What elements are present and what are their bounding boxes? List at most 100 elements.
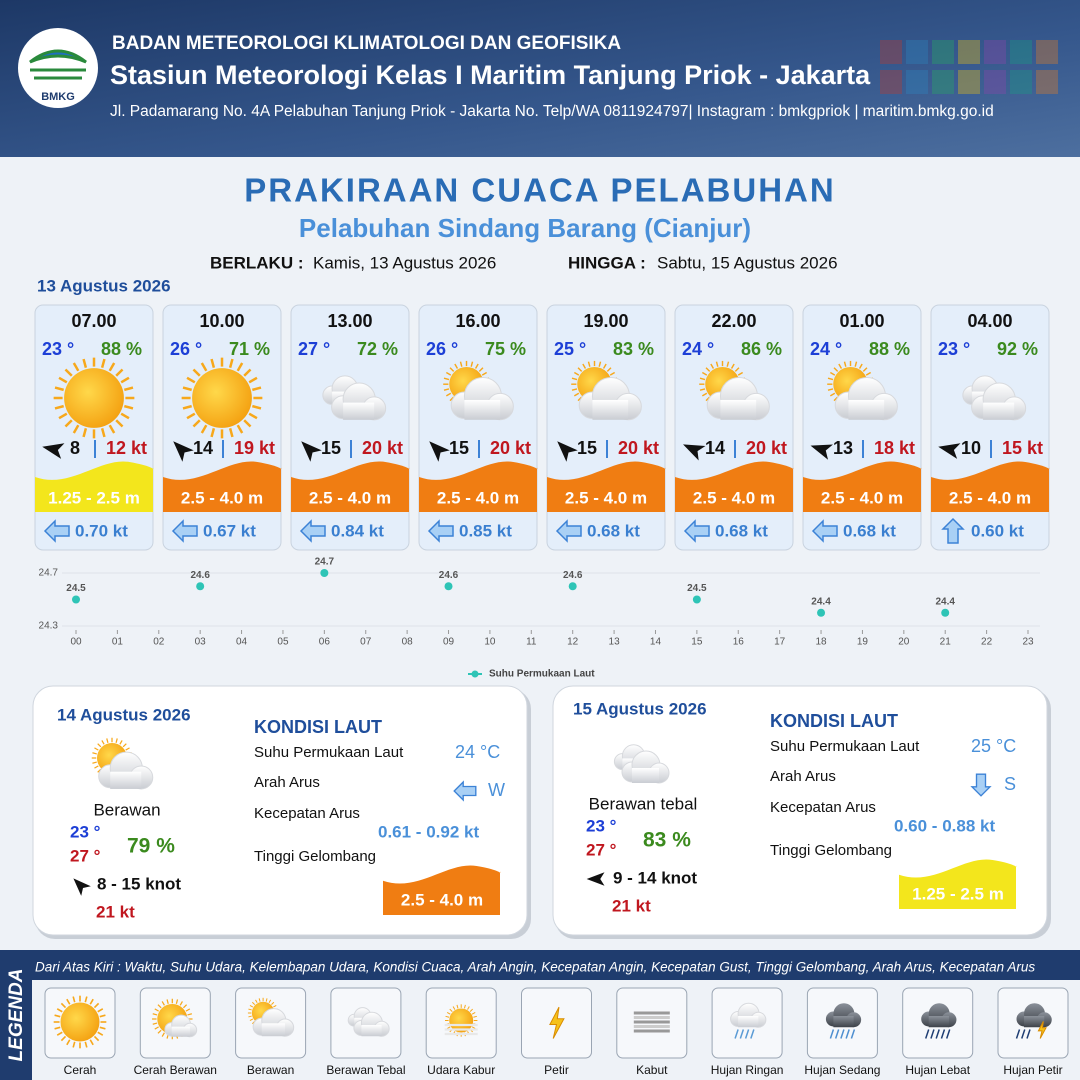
rain (924, 1029, 930, 1039)
sun-ray (452, 1006, 456, 1010)
current-speed: 0.70 kt (75, 521, 128, 540)
wind-arrow (557, 441, 578, 462)
sun-ray (829, 371, 836, 376)
sun-ray (701, 371, 708, 376)
sun (192, 368, 252, 428)
cloud-part (110, 771, 142, 789)
sun (64, 368, 124, 428)
weather-icon (443, 360, 514, 421)
wave-height: 2.5 - 4.0 m (693, 488, 775, 507)
sun-ray (865, 371, 872, 376)
sun-ray (94, 747, 99, 751)
sun-ray (108, 424, 116, 434)
x-tick-label: 06 (319, 637, 331, 648)
sun-ray (154, 1026, 159, 1030)
cloud-part (848, 399, 885, 420)
valid-from: Kamis, 13 Agustus 2026 (313, 253, 496, 272)
sun-ray (175, 999, 179, 1004)
temp-min: 23 ° (586, 816, 617, 835)
section-title: KONDISI LAUT (254, 717, 382, 737)
humidity: 72 % (357, 339, 398, 359)
sun-ray (255, 999, 258, 1004)
value-label: 24.6 (190, 570, 210, 581)
sun-ray (64, 419, 73, 428)
sst-point (196, 582, 205, 591)
weather-icon (53, 357, 135, 439)
humidity: 88 % (101, 339, 142, 359)
sun-ray (106, 738, 109, 743)
header-deco (958, 70, 980, 94)
rain (850, 1029, 856, 1039)
sun-ray (252, 1001, 256, 1006)
valid-to-label: HINGGA : (568, 253, 646, 272)
rain (840, 1029, 845, 1039)
humidity: 75 % (485, 339, 526, 359)
sst-point (941, 608, 950, 617)
sun-ray (273, 1004, 277, 1008)
time: 04.00 (967, 311, 1012, 331)
sun-ray (166, 999, 169, 1004)
legend-item-label: Cerah (64, 1063, 97, 1077)
rain (834, 1029, 840, 1039)
sun-ray (854, 361, 858, 367)
header-deco (958, 40, 980, 64)
sun-ray (833, 367, 839, 372)
sun-ray (152, 1013, 158, 1016)
cloud-part (261, 1023, 286, 1037)
sun-ray (478, 367, 484, 372)
sun-ray (268, 999, 272, 1004)
legend-item-label: Kabut (636, 1063, 668, 1077)
time: 10.00 (199, 311, 244, 331)
sun-ray (60, 1035, 67, 1042)
gust-speed: 20 kt (618, 438, 659, 458)
wave-height: 2.5 - 4.0 m (309, 488, 391, 507)
current-speed: 0.60 kt (971, 521, 1024, 540)
wind-speed: 8 (70, 438, 80, 458)
sun-ray (249, 1018, 254, 1022)
wind-speed: 15 (321, 438, 341, 458)
org-name: BADAN METEOROLOGI KLIMATOLOGI DAN GEOFIS… (112, 33, 621, 54)
sun-ray (157, 1029, 162, 1034)
sun-ray (445, 1015, 450, 1018)
sst-point (320, 569, 329, 577)
wave-height: 2.5 - 4.0 m (401, 890, 483, 909)
sun-ray (446, 1026, 451, 1030)
header-deco (984, 70, 1006, 94)
sun-ray (84, 996, 88, 1003)
legend-icon (825, 1003, 862, 1039)
wind-range: 8 - 15 knot (97, 874, 181, 893)
current-speed: 0.68 kt (843, 521, 896, 540)
sun-ray (843, 361, 847, 367)
wind-speed: 15 (577, 438, 597, 458)
wind-arrow (429, 441, 450, 462)
sun-ray (862, 367, 868, 372)
x-tick-label: 05 (277, 637, 289, 648)
cloud (706, 376, 770, 421)
rain (1015, 1029, 1021, 1039)
rain (930, 1029, 935, 1039)
rain (744, 1029, 750, 1039)
gust-speed: 20 kt (490, 438, 531, 458)
sun-ray (119, 740, 123, 745)
sun-ray (249, 1004, 254, 1008)
sun-ray (571, 377, 578, 381)
legend-title: LEGENDA (6, 969, 27, 1062)
sun-ray (54, 404, 64, 410)
x-tick-label: 01 (112, 637, 124, 648)
sun-ray (236, 424, 244, 434)
field-label: Kecepatan Arus (770, 799, 876, 816)
legend-icon (730, 1002, 767, 1039)
sun-ray (58, 412, 68, 420)
time: 16.00 (455, 311, 500, 331)
sun-ray (469, 1008, 474, 1012)
wind-arrow (42, 443, 65, 459)
x-tick-label: 20 (898, 637, 910, 648)
x-tick-label: 03 (195, 637, 207, 648)
legend-marker (471, 670, 479, 678)
sun-ray (699, 377, 706, 381)
x-tick-label: 08 (402, 637, 414, 648)
sun-ray (54, 386, 64, 392)
rain (935, 1029, 940, 1039)
sun-ray (101, 740, 105, 745)
